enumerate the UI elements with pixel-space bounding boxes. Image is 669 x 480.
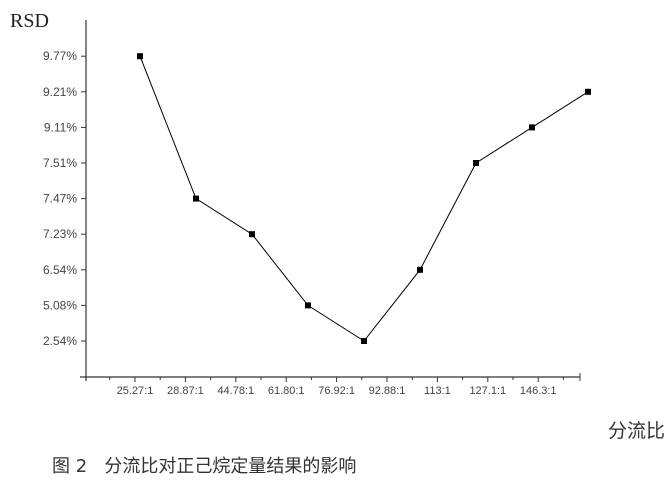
data-point <box>361 338 367 344</box>
data-point <box>473 160 479 166</box>
data-point <box>137 53 143 60</box>
y-tick-label: 6.54% <box>43 263 77 277</box>
y-tick-label: 5.08% <box>43 298 77 312</box>
y-tick-label: 7.47% <box>43 192 77 206</box>
data-point <box>417 266 423 273</box>
x-tick-label: 25.27:1 <box>117 385 154 397</box>
x-tick-label: 61.80:1 <box>268 385 305 397</box>
series-line <box>139 56 589 342</box>
y-tick-label: 9.21% <box>43 85 77 99</box>
y-tick-label: 7.51% <box>43 156 77 170</box>
x-tick-label: 146.3:1 <box>520 385 557 397</box>
y-tick-label: 2.54% <box>43 334 77 348</box>
y-tick-label: 9.11% <box>44 120 77 134</box>
data-point <box>193 195 199 202</box>
x-tick-label: 92.88:1 <box>369 385 406 397</box>
x-tick-label: 76.92:1 <box>318 385 355 397</box>
data-point <box>585 88 591 95</box>
x-tick-label: 44.78:1 <box>217 385 254 397</box>
x-tick-label: 113:1 <box>424 385 451 397</box>
x-tick-label: 28.87:1 <box>167 385 204 397</box>
data-point <box>249 231 255 238</box>
y-axis-title: RSD <box>10 10 49 32</box>
figure-caption: 图 2 分流比对正己烷定量结果的影响 <box>52 456 357 477</box>
x-axis-title: 分流比 <box>607 420 665 442</box>
data-point <box>305 302 311 309</box>
y-tick-label: 9.77% <box>43 49 77 63</box>
x-tick-label: 127.1:1 <box>469 385 506 397</box>
y-tick-label: 7.23% <box>43 227 77 241</box>
data-point <box>529 124 535 131</box>
